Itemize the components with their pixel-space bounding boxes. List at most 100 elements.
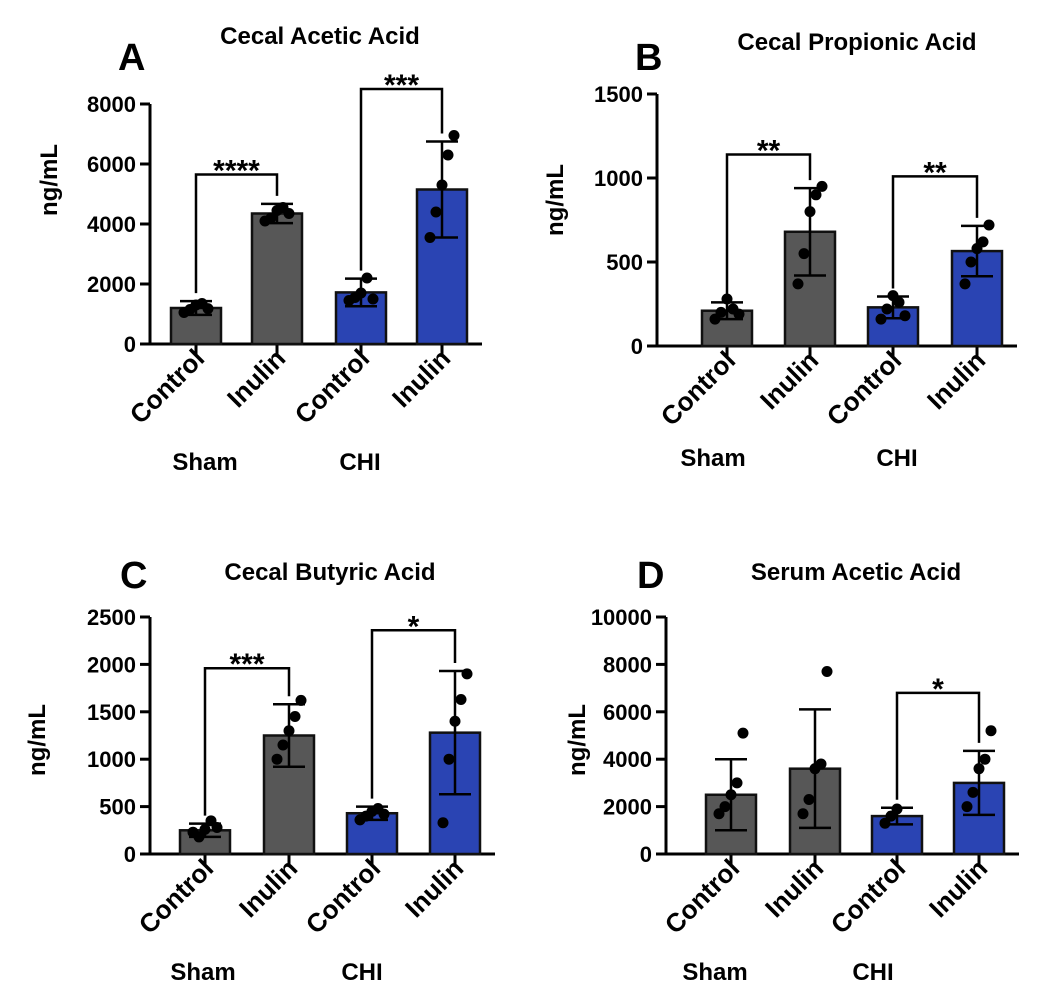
data-point — [448, 130, 460, 141]
y-tick-label: 8000 — [87, 92, 136, 117]
data-point — [821, 666, 833, 678]
group-label-sham: Sham — [170, 959, 235, 986]
y-axis-label: ng/mL — [542, 164, 569, 236]
significance-bracket — [203, 666, 291, 816]
data-point — [715, 306, 727, 318]
data-point — [815, 758, 827, 770]
data-point — [731, 777, 743, 789]
significance-label: * — [408, 610, 420, 643]
y-tick-label: 500 — [99, 795, 136, 820]
data-point — [449, 715, 461, 727]
significance-label: *** — [384, 69, 419, 102]
y-axis-label: ng/mL — [564, 704, 591, 776]
y-axis-label: ng/mL — [24, 704, 51, 776]
data-point — [277, 739, 289, 751]
x-category-label: Control — [133, 853, 220, 940]
y-tick-label: 6000 — [603, 700, 652, 725]
group-label-chi: CHI — [339, 449, 380, 476]
data-point — [295, 694, 307, 706]
significance-bracket — [359, 87, 444, 271]
group-label-sham: Sham — [682, 959, 747, 986]
chart-title: Cecal Butyric Acid — [224, 559, 435, 586]
data-point — [202, 303, 214, 315]
x-category-label: Inulin — [759, 853, 829, 923]
data-point — [430, 206, 442, 218]
significance-label: ** — [757, 134, 781, 167]
significance-bracket — [895, 691, 981, 800]
y-tick-label: 1500 — [87, 700, 136, 725]
data-point — [455, 693, 467, 705]
data-point — [719, 801, 731, 813]
data-point — [899, 310, 911, 322]
data-point — [810, 189, 822, 201]
x-category-label: Inulin — [923, 853, 993, 923]
y-tick-label: 6000 — [87, 152, 136, 177]
significance-bracket — [725, 153, 812, 295]
x-category-label: Inulin — [221, 343, 291, 413]
x-category-label: Inulin — [399, 853, 469, 923]
data-point — [965, 256, 977, 268]
significance-bracket — [891, 175, 979, 289]
y-tick-label: 0 — [640, 842, 652, 867]
data-point — [959, 278, 971, 290]
panel-letter: C — [120, 555, 147, 597]
data-point — [967, 786, 979, 798]
panel-c: C Cecal Butyric Acid ng/mL Sham CHI 0 500… — [24, 555, 495, 986]
y-tick-label: 4000 — [87, 212, 136, 237]
group-label-chi: CHI — [341, 959, 382, 986]
data-point — [804, 206, 816, 218]
y-tick-label: 4000 — [603, 747, 652, 772]
data-point — [424, 232, 436, 243]
data-point — [443, 753, 455, 765]
data-point — [983, 219, 995, 231]
x-category-label: Control — [659, 853, 746, 940]
data-point — [737, 727, 749, 739]
data-point — [985, 725, 997, 737]
data-point — [721, 293, 733, 305]
data-point — [973, 763, 985, 775]
data-point — [265, 212, 277, 224]
panel-a: A Cecal Acetic Acid ng/mL Sham CHI 0 2000… — [36, 23, 482, 476]
panel-letter: A — [118, 37, 145, 79]
data-point — [193, 831, 205, 843]
data-point — [881, 303, 893, 315]
x-category-label: Control — [300, 853, 387, 940]
panel-d: D Serum Acetic Acid ng/mL Sham CHI 0 2000… — [564, 555, 1019, 986]
data-point — [893, 296, 905, 308]
x-category-label: Control — [124, 343, 211, 430]
group-label-sham: Sham — [680, 445, 745, 472]
x-category-label: Inulin — [921, 345, 991, 415]
y-tick-label: 0 — [124, 842, 136, 867]
data-point — [378, 808, 390, 820]
data-point — [289, 711, 301, 723]
significance-bracket — [194, 173, 279, 294]
x-category-label: Inulin — [754, 345, 824, 415]
data-point — [367, 293, 379, 305]
data-point — [283, 725, 295, 737]
data-point — [961, 801, 973, 813]
data-point — [271, 753, 283, 765]
data-point — [355, 287, 367, 299]
panel-letter: B — [635, 37, 662, 79]
data-point — [816, 180, 828, 192]
y-tick-label: 2000 — [87, 652, 136, 677]
y-axis-label: ng/mL — [36, 144, 63, 216]
significance-label: **** — [213, 155, 260, 188]
x-category-label: Control — [825, 853, 912, 940]
y-tick-label: 2000 — [603, 795, 652, 820]
data-point — [797, 808, 809, 820]
data-point — [875, 313, 887, 325]
data-point — [436, 179, 448, 191]
significance-bracket — [370, 629, 457, 799]
x-category-label: Control — [289, 343, 376, 430]
y-tick-label: 1000 — [594, 166, 643, 191]
data-point — [803, 793, 815, 805]
bar — [250, 212, 304, 346]
data-point — [437, 817, 449, 829]
y-tick-label: 2000 — [87, 272, 136, 297]
y-tick-label: 0 — [124, 332, 136, 357]
panel-letter: D — [637, 555, 664, 597]
significance-label: ** — [923, 156, 947, 189]
y-tick-label: 1500 — [594, 82, 643, 107]
